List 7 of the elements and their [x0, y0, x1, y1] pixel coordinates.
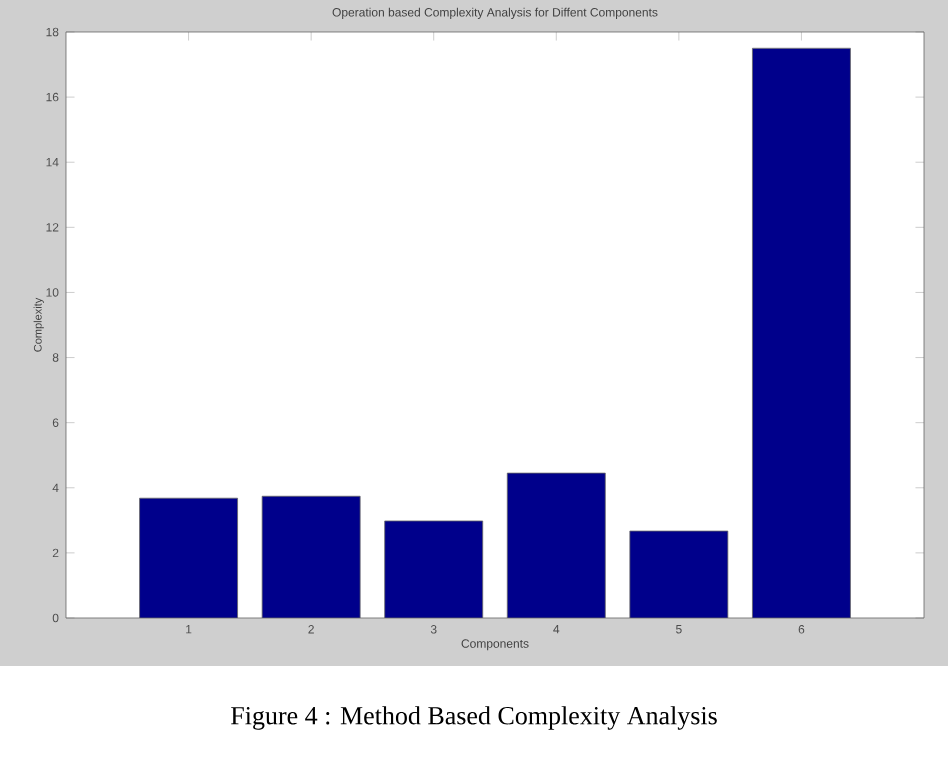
bar — [262, 496, 361, 618]
caption: Figure 4 : Method Based Complexity Analysis — [231, 706, 717, 730]
bar — [752, 47, 851, 618]
bar — [139, 498, 238, 618]
bar — [629, 531, 728, 618]
bar — [507, 473, 606, 618]
bar — [384, 520, 483, 618]
